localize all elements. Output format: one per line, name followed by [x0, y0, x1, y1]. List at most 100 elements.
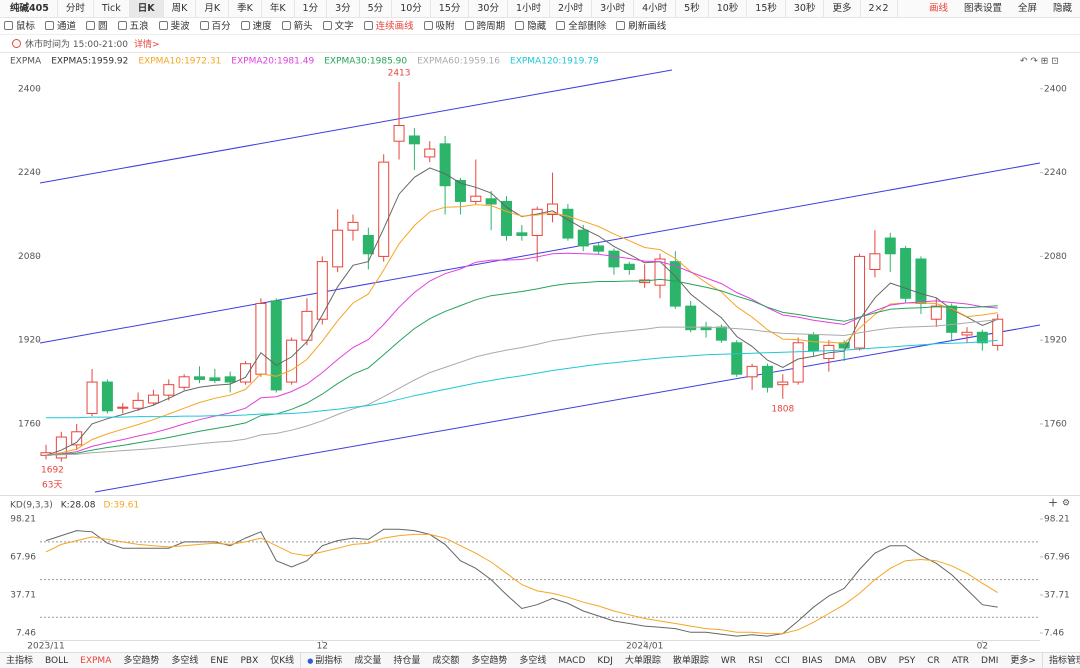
legend-entry: EXPMA30:1985.90 — [324, 57, 407, 67]
indicator-tab[interactable]: ENE — [210, 655, 229, 666]
period-tab[interactable]: 15秒 — [747, 0, 786, 18]
draw-tool[interactable]: 百分 — [196, 18, 237, 35]
y-tick-label: 1760 — [1044, 419, 1067, 429]
indicator-tab[interactable]: CR — [927, 655, 940, 666]
indicator-tab[interactable]: 成交量 — [354, 655, 382, 666]
top-action[interactable]: 全屏 — [1017, 2, 1037, 14]
indicator-tab[interactable]: RSI — [748, 655, 763, 666]
settings-icon[interactable]: ⚙ — [1062, 499, 1070, 509]
y-tick-label: 2240 — [1044, 168, 1067, 178]
draw-tool[interactable]: 跨周期 — [461, 18, 512, 35]
indicator-tab[interactable]: 仅K线 — [270, 655, 295, 666]
period-tab[interactable]: 更多 — [824, 0, 861, 18]
drawing-toolbar: 鼠标 通道圆五浪 斐波 百分 速度 箭头 文字 连续画线 吸附 跨周期 隐藏 全部删除 刷新画线 — [0, 18, 1080, 35]
candle-body — [439, 143, 451, 187]
indicator-name: KD(9,3,3) — [10, 501, 53, 511]
indicator-tab[interactable]: WR — [720, 655, 737, 666]
period-tab[interactable]: 5秒 — [676, 0, 709, 18]
indicator-tab[interactable]: DMI — [981, 655, 999, 666]
period-tab[interactable]: 季K — [229, 0, 262, 18]
trend-line — [94, 324, 1041, 493]
period-tab[interactable]: 年K — [262, 0, 295, 18]
indicator-tab[interactable]: 大单跟踪 — [624, 655, 661, 666]
draw-tool[interactable]: 圆 — [82, 18, 114, 35]
candle-body — [854, 255, 866, 349]
indicator-tab[interactable]: 多空趋势 — [123, 655, 160, 666]
period-tab[interactable]: 日K — [129, 0, 164, 18]
draw-tool[interactable]: 连续画线 — [360, 18, 420, 35]
indicator-tab[interactable]: KDJ — [597, 655, 613, 666]
indicator-tab[interactable]: 更多> — [1010, 655, 1036, 666]
draw-tool[interactable]: 五浪 — [114, 18, 155, 35]
candle-body — [685, 305, 697, 331]
draw-tool[interactable]: 鼠标 — [0, 18, 41, 35]
indicator-tab[interactable]: 散单跟踪 — [672, 655, 709, 666]
period-tab[interactable]: 3分 — [327, 0, 360, 18]
draw-tool[interactable]: 全部删除 — [552, 18, 612, 35]
indicator-tab[interactable]: PSY — [898, 655, 916, 666]
indicator-tab[interactable]: BIAS — [801, 655, 823, 666]
indicator-tab[interactable]: DMA — [834, 655, 856, 666]
notice-link[interactable]: 详情> — [133, 40, 160, 50]
period-tab[interactable]: 分时 — [58, 0, 94, 18]
candle-body — [255, 303, 267, 375]
period-tab[interactable]: 30秒 — [786, 0, 825, 18]
period-tab[interactable]: Tick — [94, 0, 130, 18]
indicator-tab[interactable]: OBV — [867, 655, 887, 666]
candle-body — [501, 200, 512, 236]
indicator-tab[interactable]: EXPMA — [80, 655, 112, 666]
add-icon[interactable]: + — [1048, 496, 1058, 510]
top-action[interactable]: 画线 — [928, 2, 948, 14]
draw-tool[interactable]: 箭头 — [278, 18, 319, 35]
candle-body — [976, 331, 988, 344]
candle-body — [746, 365, 758, 378]
period-tab[interactable]: 10分 — [392, 0, 431, 18]
candle-body — [577, 229, 589, 247]
candle-body — [178, 376, 190, 388]
x-tick-label: 02 — [977, 642, 988, 652]
draw-tool[interactable]: 吸附 — [420, 18, 461, 35]
indicator-tab[interactable]: 多空趋势 — [471, 655, 508, 666]
draw-tool[interactable]: 隐藏 — [511, 18, 552, 35]
period-tab[interactable]: 5分 — [360, 0, 393, 18]
indicator-tab[interactable]: CCI — [774, 655, 790, 666]
indicator-tabs: 主指标BOLLEXPMA多空趋势多空线ENEPBX仅K线副指标成交量持仓量成交额… — [0, 652, 1080, 668]
period-tab[interactable]: 月K — [196, 0, 230, 18]
indicator-tab[interactable]: 持仓量 — [393, 655, 421, 666]
candle-body — [362, 234, 374, 255]
toolbar-icon[interactable]: ↶ ↷ ⊞ ⊡ — [1020, 57, 1059, 67]
period-tab[interactable]: 1小时 — [508, 0, 551, 18]
period-tab[interactable]: 30分 — [469, 0, 508, 18]
tab-label: 主指标 — [6, 655, 34, 666]
indicator-tab[interactable]: PBX — [240, 655, 259, 666]
period-tab[interactable]: 1分 — [295, 0, 328, 18]
top-action[interactable]: 图表设置 — [963, 2, 1002, 14]
symbol[interactable]: 纯碱405 — [0, 0, 58, 18]
period-tab[interactable]: 10秒 — [709, 0, 748, 18]
period-tab[interactable]: 周K — [164, 0, 197, 18]
indicator-tab[interactable]: BOLL — [45, 655, 69, 666]
period-tab[interactable]: 2×2 — [861, 0, 898, 18]
manage-button[interactable]: 指标管理 — [1041, 652, 1080, 668]
draw-tool[interactable]: 通道 — [41, 18, 82, 35]
top-action[interactable]: 隐藏 — [1052, 2, 1072, 14]
candle-body — [224, 376, 236, 383]
y-tick-label: 7.46 — [16, 629, 36, 639]
indicator-tab[interactable]: 多空线 — [171, 655, 199, 666]
period-tab[interactable]: 4小时 — [634, 0, 677, 18]
draw-tool[interactable]: 文字 — [319, 18, 360, 35]
indicator-tab[interactable]: ATR — [951, 655, 970, 666]
indicator-tab[interactable]: 成交额 — [432, 655, 460, 666]
draw-tool[interactable]: 速度 — [237, 18, 278, 35]
y-tick-label: 2240 — [18, 168, 41, 178]
period-tab[interactable]: 3小时 — [592, 0, 635, 18]
period-tab[interactable]: 15分 — [431, 0, 470, 18]
draw-tool[interactable]: 斐波 — [155, 18, 196, 35]
indicator-tab[interactable]: MACD — [558, 655, 586, 666]
period-tab[interactable]: 2小时 — [550, 0, 593, 18]
candle-body — [516, 232, 528, 236]
series-line — [45, 533, 998, 635]
draw-tool[interactable]: 刷新画线 — [612, 18, 672, 35]
indicator-tab[interactable]: 多空线 — [519, 655, 547, 666]
